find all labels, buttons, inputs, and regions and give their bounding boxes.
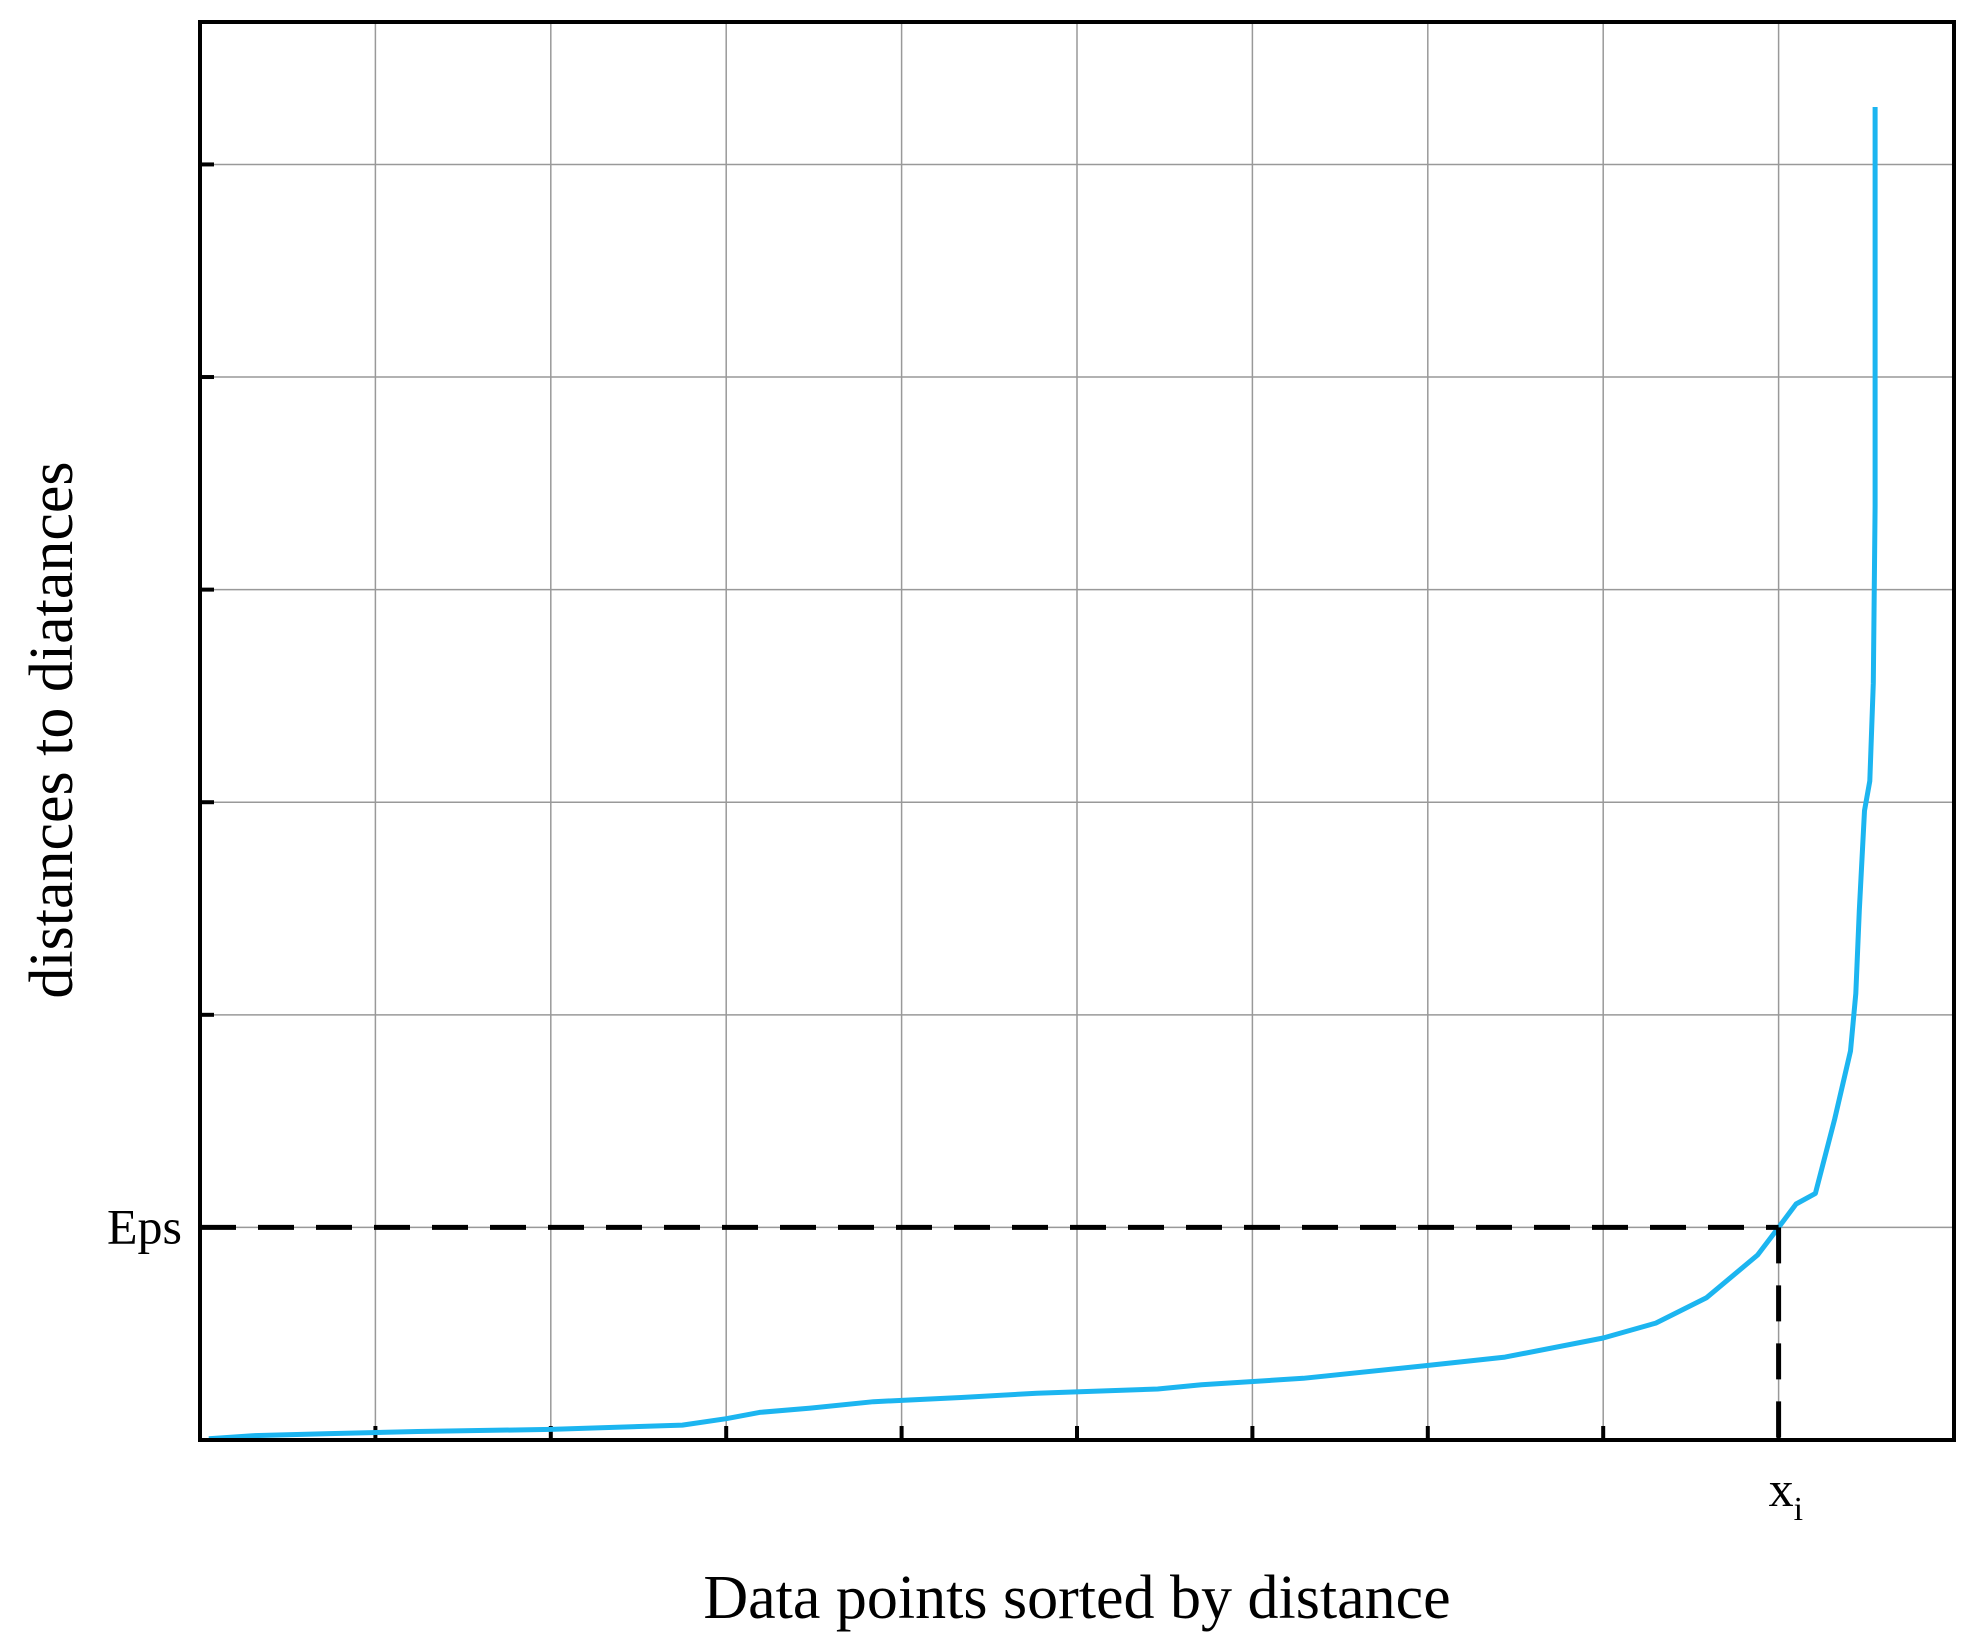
plot-frame [198,20,1956,1442]
xi-label: xi [1769,1461,1803,1528]
eps-label: Eps [107,1198,182,1254]
xi-label-main: x [1769,1461,1794,1517]
y-axis-title: distances to diatances [18,461,86,998]
x-axis-title: Data points sorted by distance [703,1564,1450,1632]
data-line [208,107,1878,1442]
xi-label-sub: i [1794,1491,1803,1528]
